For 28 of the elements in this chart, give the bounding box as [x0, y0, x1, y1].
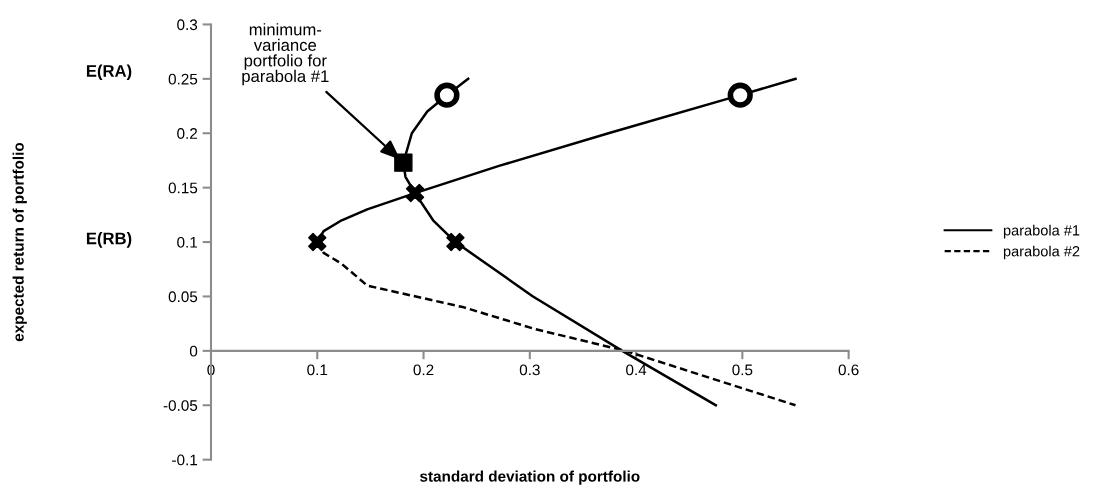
y-tick-label: 0.3 — [177, 19, 198, 31]
x-tick-label: 0.3 — [519, 364, 540, 376]
y-tick-label: 0.25 — [168, 73, 198, 85]
y-tick-label: 0.05 — [168, 291, 198, 303]
point — [434, 82, 460, 108]
annotation: minimum- variance portfolio for parabola #1 — [242, 23, 329, 86]
x-axis-title: standard deviation of portfolio — [420, 470, 640, 485]
y-tick-label: 0.15 — [168, 182, 198, 194]
point — [394, 153, 413, 172]
y-tick-label: 0 — [189, 345, 198, 357]
point — [308, 232, 327, 252]
point — [405, 183, 425, 203]
x-tick-label: 0.4 — [626, 364, 647, 376]
text: E(RB) — [86, 232, 132, 248]
legend-label: parabola #2 — [1003, 245, 1080, 260]
text: expected return of portfolio — [12, 142, 27, 342]
y-tick-label: -0.05 — [163, 400, 198, 411]
point — [727, 82, 753, 108]
y-tick-label: -0.1 — [172, 454, 198, 466]
text: E(RA) — [86, 64, 132, 81]
x-tick-label: 0.2 — [413, 364, 434, 376]
x-tick-label: 0.6 — [838, 364, 859, 376]
x-tick-label: 0.1 — [307, 364, 328, 376]
y-tick-label: 0.2 — [177, 128, 198, 139]
x-tick-label: 0.5 — [732, 364, 753, 376]
y-tick-label: 0.1 — [177, 236, 198, 248]
point — [446, 232, 465, 252]
legend-label: parabola #1 — [1003, 224, 1080, 239]
